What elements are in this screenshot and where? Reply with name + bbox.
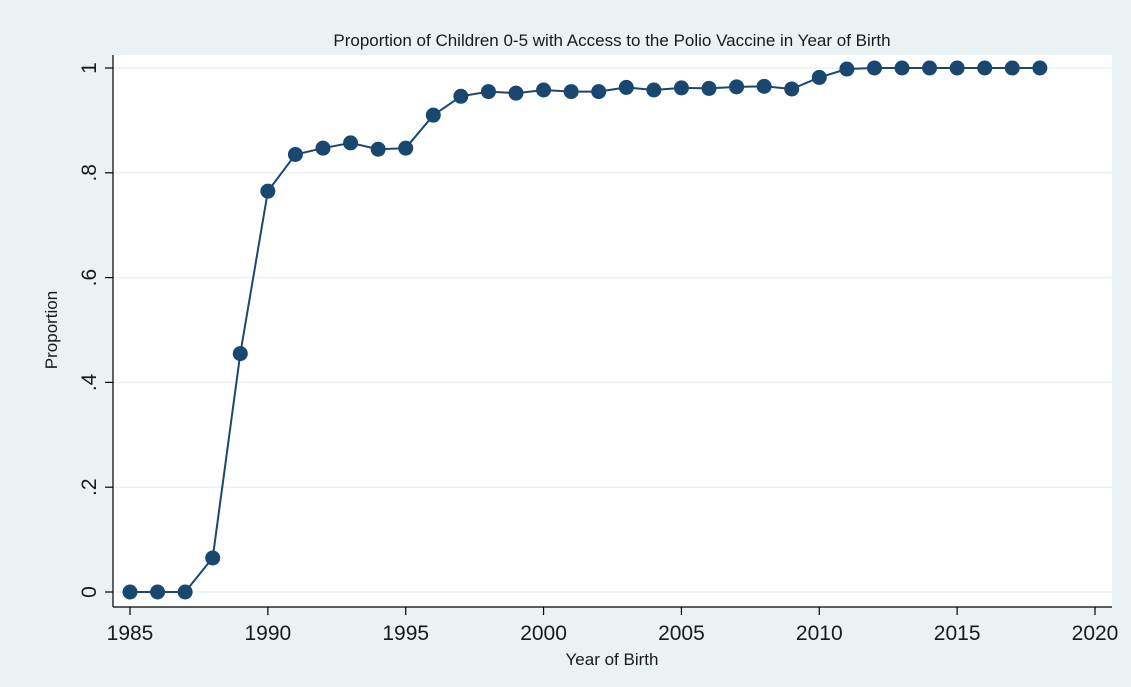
- data-point: [508, 85, 524, 101]
- data-point: [343, 135, 359, 151]
- data-point: [315, 140, 331, 156]
- data-point: [922, 60, 938, 76]
- data-point: [811, 69, 827, 85]
- data-point: [177, 584, 193, 600]
- data-point: [949, 60, 965, 76]
- y-axis-title: Proportion: [42, 291, 61, 369]
- x-tick-label: 2000: [520, 622, 567, 645]
- data-point: [591, 84, 607, 100]
- data-point: [425, 107, 441, 123]
- y-tick-label: .6: [78, 269, 101, 287]
- data-point: [784, 81, 800, 97]
- data-point: [839, 61, 855, 77]
- chart-title: Proportion of Children 0-5 with Access t…: [333, 31, 890, 50]
- data-point: [756, 78, 772, 94]
- data-point: [260, 183, 276, 199]
- data-point: [977, 60, 993, 76]
- x-tick-label: 1985: [107, 622, 154, 645]
- data-point: [563, 84, 579, 100]
- y-tick-label: .4: [78, 373, 101, 391]
- x-tick-label: 2020: [1072, 622, 1119, 645]
- data-point: [480, 84, 496, 100]
- data-point: [701, 80, 717, 96]
- data-point: [287, 146, 303, 162]
- data-point: [398, 140, 414, 156]
- data-point: [646, 82, 662, 98]
- x-tick-label: 2015: [934, 622, 981, 645]
- data-point: [453, 88, 469, 104]
- x-tick-label: 1995: [382, 622, 429, 645]
- data-point: [1032, 60, 1048, 76]
- y-tick-label: 1: [78, 62, 101, 74]
- x-axis-title: Year of Birth: [566, 650, 659, 669]
- data-point: [232, 346, 248, 362]
- data-point: [618, 79, 634, 95]
- data-point: [729, 79, 745, 95]
- plot-area: [113, 55, 1112, 607]
- x-tick-label: 2005: [658, 622, 705, 645]
- data-point: [866, 60, 882, 76]
- data-point: [894, 60, 910, 76]
- data-point: [536, 82, 552, 98]
- y-tick-label: .8: [78, 164, 101, 182]
- data-series: [122, 60, 1048, 600]
- y-tick-label: 0: [78, 586, 101, 598]
- gridlines: [113, 67, 1112, 593]
- data-point: [150, 584, 166, 600]
- series-line: [130, 67, 1040, 593]
- data-point: [205, 550, 221, 566]
- data-point: [122, 584, 138, 600]
- data-point: [1004, 60, 1020, 76]
- data-point: [370, 141, 386, 157]
- axes: 0 .2 .4 .6 .8 1 1985 1990 1995 2000 2005 2010 2015 20…: [78, 55, 1118, 645]
- y-tick-label: .2: [78, 478, 101, 496]
- data-point: [673, 80, 689, 96]
- x-tick-label: 2010: [796, 622, 843, 645]
- x-tick-label: 1990: [244, 622, 291, 645]
